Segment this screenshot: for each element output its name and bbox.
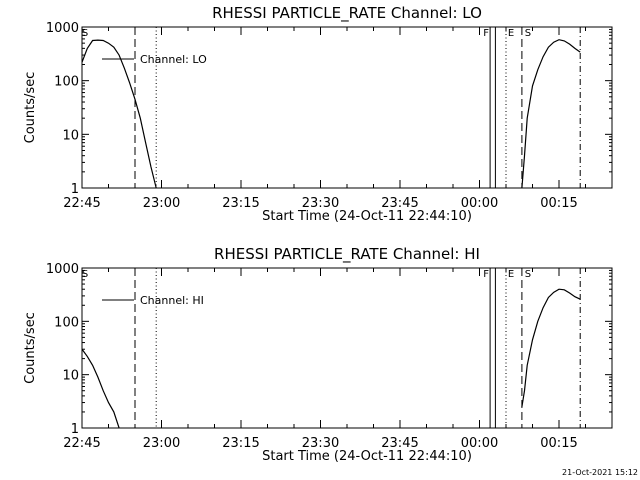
x-tick-label: 23:00 xyxy=(143,436,180,451)
x-tick-label: 23:30 xyxy=(302,196,339,211)
x-tick-label: 00:15 xyxy=(540,436,577,451)
flag-label: F xyxy=(483,28,489,39)
x-axis-label: Start Time (24-Oct-11 22:44:10) xyxy=(262,449,472,464)
x-tick-label: 22:45 xyxy=(63,436,100,451)
x-tick-label: 23:30 xyxy=(302,436,339,451)
axes-frame xyxy=(81,26,613,189)
x-tick-label: 23:00 xyxy=(143,196,180,211)
flag-label: S xyxy=(525,28,531,39)
x-axis-label: Start Time (24-Oct-11 22:44:10) xyxy=(262,209,472,224)
series-line xyxy=(521,288,581,407)
x-tick-label: 23:45 xyxy=(381,196,418,211)
y-tick-label: 1000 xyxy=(46,262,79,277)
x-tick-label: 22:45 xyxy=(63,196,100,211)
footer-timestamp: 21-Oct-2021 15:12 xyxy=(562,468,638,477)
flag-label: E xyxy=(508,269,514,280)
flag-label: S xyxy=(82,269,88,280)
flag-label: F xyxy=(483,269,489,280)
axes-frame xyxy=(81,267,613,429)
flag-label: S xyxy=(525,269,531,280)
chart-title: RHESSI PARTICLE_RATE Channel: HI xyxy=(214,245,480,264)
y-axis-label: Counts/sec xyxy=(23,72,38,144)
y-axis-label: Counts/sec xyxy=(23,312,38,384)
x-tick-label: 00:15 xyxy=(540,196,577,211)
x-tick-label: 00:00 xyxy=(461,436,498,451)
y-tick-label: 1000 xyxy=(46,21,79,36)
series-line xyxy=(82,348,120,428)
x-tick-label: 23:15 xyxy=(222,196,259,211)
chart-title: RHESSI PARTICLE_RATE Channel: LO xyxy=(212,4,482,23)
y-tick-label: 1 xyxy=(71,182,79,197)
y-tick-label: 100 xyxy=(54,315,79,330)
y-tick-label: 10 xyxy=(62,128,79,143)
legend-label: Channel: LO xyxy=(140,53,207,66)
x-tick-label: 23:45 xyxy=(381,436,418,451)
hi-channel-panel: RHESSI PARTICLE_RATE Channel: HI 1 10 100 10… xyxy=(23,245,613,464)
legend-label: Channel: HI xyxy=(140,294,204,307)
flag-label: S xyxy=(82,28,88,39)
x-tick-label: 00:00 xyxy=(461,196,498,211)
x-tick-label: 23:15 xyxy=(222,436,259,451)
y-tick-label: 10 xyxy=(62,369,79,384)
series-line xyxy=(82,39,157,188)
flag-label: E xyxy=(508,28,514,39)
y-tick-label: 100 xyxy=(54,75,79,90)
series-line xyxy=(521,39,581,188)
lo-channel-panel: RHESSI PARTICLE_RATE Channel: LO 1 10 100 10… xyxy=(23,4,613,224)
y-tick-label: 1 xyxy=(71,422,79,437)
